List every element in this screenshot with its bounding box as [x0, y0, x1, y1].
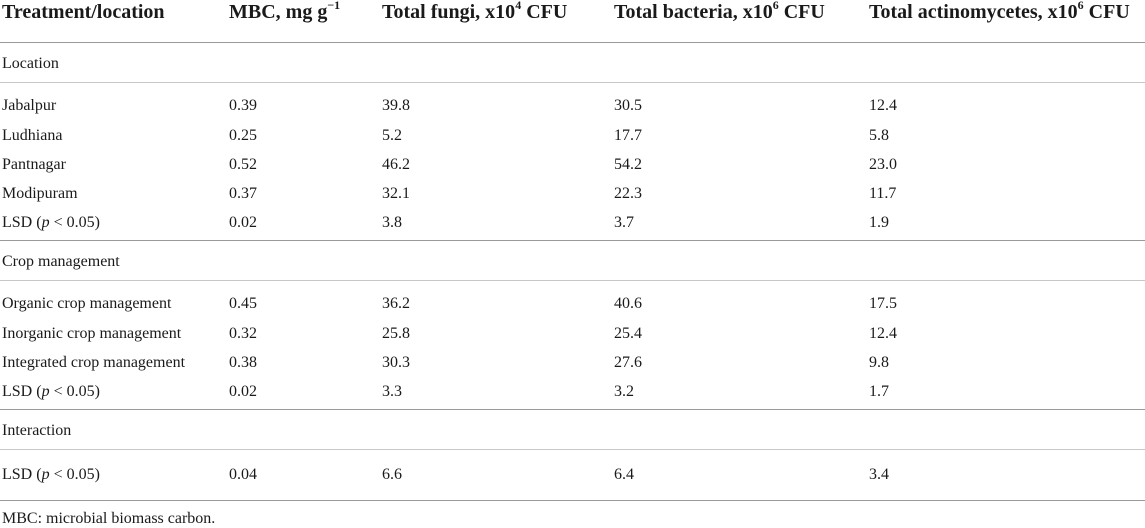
row-label: Integrated crop management	[2, 353, 186, 371]
table-cell: 12.4	[869, 97, 897, 114]
lsd-value: 3.3	[382, 383, 402, 400]
table-cell: 23.0	[869, 155, 897, 173]
table-row: Inorganic crop management 0.32 25.8 25.4 12.…	[0, 319, 1145, 348]
lsd-value: 0.02	[229, 383, 257, 400]
table-row: Ludhiana 0.25 5.2 17.7 5.8	[0, 121, 1145, 150]
row-label: Organic crop management	[2, 295, 172, 312]
lsd-row: LSD (p < 0.05) 0.02 3.8 3.7 1.9	[0, 208, 1145, 241]
table-cell: 39.8	[382, 97, 410, 114]
header-total-actinomycetes: Total actinomycetes, x106 CFU	[869, 0, 1130, 23]
table-cell: 40.6	[614, 295, 642, 312]
table-cell: 27.6	[614, 353, 642, 371]
lsd-value: 3.8	[382, 214, 402, 231]
table-row: Organic crop management 0.45 36.2 40.6 17.5	[0, 281, 1145, 320]
lsd-value: 6.4	[614, 466, 634, 483]
section-label: Location	[0, 42, 1145, 83]
header-row: Treatment/location MBC, mg g−1 Total fun…	[0, 0, 1145, 43]
lsd-value: 6.6	[382, 466, 402, 483]
table-cell: 0.25	[229, 126, 257, 144]
table-row: Pantnagar 0.52 46.2 54.2 23.0	[0, 150, 1145, 179]
row-label: Pantnagar	[2, 155, 66, 173]
lsd-value: 0.04	[229, 466, 257, 483]
section-row: Crop management	[0, 240, 1145, 281]
table-cell: 25.8	[382, 324, 410, 342]
row-label: Modipuram	[2, 184, 78, 202]
header-mbc: MBC, mg g−1	[229, 0, 341, 23]
table-cell: 0.32	[229, 324, 257, 342]
lsd-row: LSD (p < 0.05) 0.04 6.6 6.4 3.4	[0, 450, 1145, 501]
table-cell: 9.8	[869, 353, 889, 371]
lsd-row: LSD (p < 0.05) 0.02 3.3 3.2 1.7	[0, 377, 1145, 410]
lsd-value: 1.9	[869, 214, 889, 231]
lsd-value: 3.4	[869, 466, 889, 483]
table-row: Modipuram 0.37 32.1 22.3 11.7	[0, 179, 1145, 208]
row-label: Ludhiana	[2, 126, 63, 144]
lsd-value: 3.2	[614, 383, 634, 400]
table-cell: 36.2	[382, 295, 410, 312]
table-cell: 25.4	[614, 324, 642, 342]
table-footnote: MBC: microbial biomass carbon.	[2, 510, 216, 527]
results-table: Treatment/location MBC, mg g−1 Total fun…	[0, 0, 1145, 501]
table-cell: 46.2	[382, 155, 410, 173]
table-row: Jabalpur 0.39 39.8 30.5 12.4	[0, 83, 1145, 122]
table-cell: 11.7	[869, 184, 897, 202]
header-total-bacteria: Total bacteria, x106 CFU	[614, 0, 825, 23]
table-cell: 5.2	[382, 126, 402, 144]
section-label: Interaction	[0, 409, 1145, 450]
table-cell: 12.4	[869, 324, 897, 342]
table-cell: 0.39	[229, 97, 257, 114]
table-body: Location Jabalpur 0.39 39.8 30.5 12.4 Ludhiana…	[0, 42, 1145, 501]
table-header: Treatment/location MBC, mg g−1 Total fun…	[0, 0, 1145, 43]
section-row: Location	[0, 42, 1145, 83]
table-cell: 0.37	[229, 184, 257, 202]
table-cell: 30.5	[614, 97, 642, 114]
section-label: Crop management	[0, 240, 1145, 281]
table-cell: 32.1	[382, 184, 410, 202]
row-label: Jabalpur	[2, 97, 57, 114]
table-cell: 30.3	[382, 353, 410, 371]
lsd-label: LSD (p < 0.05)	[2, 383, 100, 400]
table-cell: 17.7	[614, 126, 642, 144]
table-cell: 17.5	[869, 295, 897, 312]
lsd-value: 1.7	[869, 383, 889, 400]
table-row: Integrated crop management 0.38 30.3 27.6 9.…	[0, 348, 1145, 377]
table-cell: 22.3	[614, 184, 642, 202]
lsd-label: LSD (p < 0.05)	[2, 466, 100, 483]
table-cell: 0.45	[229, 295, 257, 312]
header-treatment-location: Treatment/location	[2, 1, 165, 23]
lsd-value: 0.02	[229, 214, 257, 231]
lsd-label: LSD (p < 0.05)	[2, 214, 100, 231]
table-cell: 0.52	[229, 155, 257, 173]
section-row: Interaction	[0, 409, 1145, 450]
row-label: Inorganic crop management	[2, 324, 182, 342]
table-cell: 54.2	[614, 155, 642, 173]
table-cell: 5.8	[869, 126, 889, 144]
header-total-fungi: Total fungi, x104 CFU	[382, 0, 568, 23]
table-cell: 0.38	[229, 353, 257, 371]
lsd-value: 3.7	[614, 214, 634, 231]
